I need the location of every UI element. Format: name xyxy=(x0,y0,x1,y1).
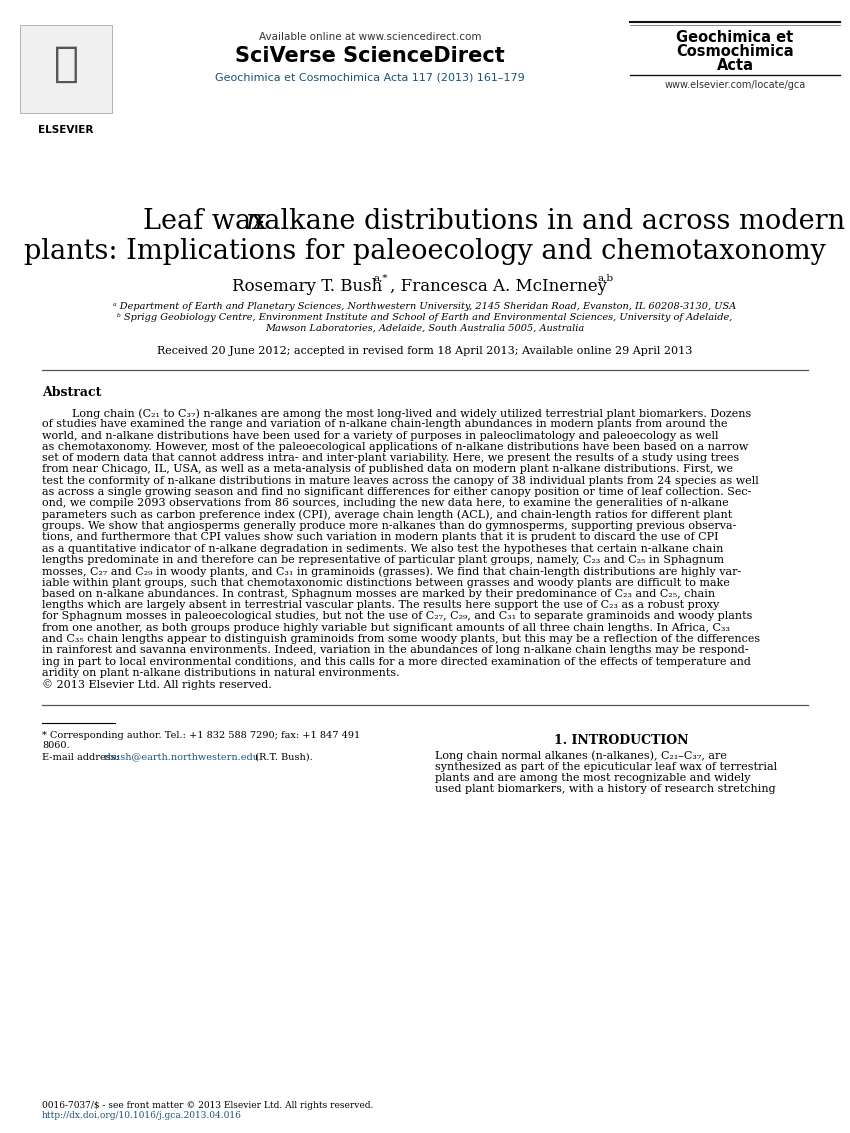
Text: groups. We show that angiosperms generally produce more n-alkanes than do gymnos: groups. We show that angiosperms general… xyxy=(42,521,736,531)
Text: set of modern data that cannot address intra- and inter-plant variability. Here,: set of modern data that cannot address i… xyxy=(42,453,739,463)
Text: mosses, C₂₇ and C₂₉ in woody plants, and C₃₁ in graminoids (grasses). We find th: mosses, C₂₇ and C₂₉ in woody plants, and… xyxy=(42,566,741,577)
Text: parameters such as carbon preference index (CPI), average chain length (ACL), an: parameters such as carbon preference ind… xyxy=(42,510,732,520)
Text: Geochimica et Cosmochimica Acta 117 (2013) 161–179: Geochimica et Cosmochimica Acta 117 (201… xyxy=(215,73,524,83)
FancyBboxPatch shape xyxy=(20,25,112,113)
Text: 8060.: 8060. xyxy=(42,741,70,750)
Text: ᵇ Sprigg Geobiology Centre, Environment Institute and School of Earth and Enviro: ᵇ Sprigg Geobiology Centre, Environment … xyxy=(117,313,733,322)
Text: aridity on plant n-alkane distributions in natural environments.: aridity on plant n-alkane distributions … xyxy=(42,667,399,678)
Text: world, and n-alkane distributions have been used for a variety of purposes in pa: world, and n-alkane distributions have b… xyxy=(42,431,718,441)
Text: www.elsevier.com/locate/gca: www.elsevier.com/locate/gca xyxy=(665,80,806,90)
Text: test the conformity of n-alkane distributions in mature leaves across the canopy: test the conformity of n-alkane distribu… xyxy=(42,476,759,486)
Text: based on n-alkane abundances. In contrast, Sphagnum mosses are marked by their p: based on n-alkane abundances. In contras… xyxy=(42,589,715,599)
Text: used plant biomarkers, with a history of research stretching: used plant biomarkers, with a history of… xyxy=(435,784,775,794)
Text: a,*: a,* xyxy=(374,274,388,283)
Text: Leaf wax n-alkane distributions in and across modern: Leaf wax n-alkane distributions in and a… xyxy=(143,208,850,235)
Text: from near Chicago, IL, USA, as well as a meta-analysis of published data on mode: from near Chicago, IL, USA, as well as a… xyxy=(42,465,733,475)
Text: -alkane distributions in and across modern: -alkane distributions in and across mode… xyxy=(255,208,845,235)
Text: from one another, as both groups produce highly variable but significant amounts: from one another, as both groups produce… xyxy=(42,623,730,632)
Text: iable within plant groups, such that chemotaxonomic distinctions between grasses: iable within plant groups, such that che… xyxy=(42,578,730,588)
Text: ELSEVIER: ELSEVIER xyxy=(38,125,94,135)
Text: n: n xyxy=(245,208,263,235)
Text: Leaf wax: Leaf wax xyxy=(143,208,275,235)
Text: in rainforest and savanna environments. Indeed, variation in the abundances of l: in rainforest and savanna environments. … xyxy=(42,646,749,655)
Text: lengths which are largely absent in terrestrial vascular plants. The results her: lengths which are largely absent in terr… xyxy=(42,600,719,610)
Text: Received 20 June 2012; accepted in revised form 18 April 2013; Available online : Received 20 June 2012; accepted in revis… xyxy=(157,346,693,356)
Text: http://dx.doi.org/10.1016/j.gca.2013.04.016: http://dx.doi.org/10.1016/j.gca.2013.04.… xyxy=(42,1111,242,1121)
Text: ond, we compile 2093 observations from 86 sources, including the new data here, : ond, we compile 2093 observations from 8… xyxy=(42,499,728,509)
Text: 0016-7037/$ - see front matter © 2013 Elsevier Ltd. All rights reserved.: 0016-7037/$ - see front matter © 2013 El… xyxy=(42,1101,373,1110)
Text: © 2013 Elsevier Ltd. All rights reserved.: © 2013 Elsevier Ltd. All rights reserved… xyxy=(42,679,272,690)
Text: * Corresponding author. Tel.: +1 832 588 7290; fax: +1 847 491: * Corresponding author. Tel.: +1 832 588… xyxy=(42,731,360,740)
Text: of studies have examined the range and variation of n-alkane chain-length abunda: of studies have examined the range and v… xyxy=(42,419,728,429)
Text: for Sphagnum mosses in paleoecological studies, but not the use of C₂₇, C₂₉, and: for Sphagnum mosses in paleoecological s… xyxy=(42,612,752,621)
Text: as a quantitative indicator of n-alkane degradation in sediments. We also test t: as a quantitative indicator of n-alkane … xyxy=(42,544,723,554)
Text: ing in part to local environmental conditions, and this calls for a more directe: ing in part to local environmental condi… xyxy=(42,657,751,666)
Text: synthesized as part of the epicuticular leaf wax of terrestrial: synthesized as part of the epicuticular … xyxy=(435,761,777,772)
Text: ᵃ Department of Earth and Planetary Sciences, Northwestern University, 2145 Sher: ᵃ Department of Earth and Planetary Scie… xyxy=(113,303,737,310)
Text: 🌲: 🌲 xyxy=(54,43,78,85)
Text: tions, and furthermore that CPI values show such variation in modern plants that: tions, and furthermore that CPI values s… xyxy=(42,533,718,543)
Text: Long chain (C₂₁ to C₃₇) n-alkanes are among the most long-lived and widely utili: Long chain (C₂₁ to C₃₇) n-alkanes are am… xyxy=(72,408,751,418)
Text: lengths predominate in and therefore can be representative of particular plant g: lengths predominate in and therefore can… xyxy=(42,555,724,565)
Text: E-mail address:: E-mail address: xyxy=(42,752,122,761)
Text: Abstract: Abstract xyxy=(42,386,101,399)
Text: Long chain normal alkanes (n-alkanes), C₂₁–C₃₇, are: Long chain normal alkanes (n-alkanes), C… xyxy=(435,750,727,761)
Text: Acta: Acta xyxy=(717,58,753,73)
Text: a,b: a,b xyxy=(598,274,614,283)
Text: plants: Implications for paleoecology and chemotaxonomy: plants: Implications for paleoecology an… xyxy=(24,238,826,265)
Text: Geochimica et: Geochimica et xyxy=(677,29,794,45)
Text: , Francesca A. McInerney: , Francesca A. McInerney xyxy=(390,278,607,295)
Text: Available online at www.sciencedirect.com: Available online at www.sciencedirect.co… xyxy=(258,32,481,42)
Text: 1. INTRODUCTION: 1. INTRODUCTION xyxy=(554,734,688,748)
Text: Mawson Laboratories, Adelaide, South Australia 5005, Australia: Mawson Laboratories, Adelaide, South Aus… xyxy=(265,324,585,333)
Text: rbush@earth.northwestern.edu: rbush@earth.northwestern.edu xyxy=(104,752,260,761)
Text: as chemotaxonomy. However, most of the paleoecological applications of n-alkane : as chemotaxonomy. However, most of the p… xyxy=(42,442,748,452)
Text: (R.T. Bush).: (R.T. Bush). xyxy=(252,752,313,761)
Text: plants and are among the most recognizable and widely: plants and are among the most recognizab… xyxy=(435,773,751,783)
Text: SciVerse ScienceDirect: SciVerse ScienceDirect xyxy=(235,46,505,66)
Text: Cosmochimica: Cosmochimica xyxy=(677,44,794,59)
Text: as across a single growing season and find no significant differences for either: as across a single growing season and fi… xyxy=(42,487,751,497)
Text: Rosemary T. Bush: Rosemary T. Bush xyxy=(232,278,382,295)
Text: and C₃₅ chain lengths appear to distinguish graminoids from some woody plants, b: and C₃₅ chain lengths appear to distingu… xyxy=(42,634,760,644)
